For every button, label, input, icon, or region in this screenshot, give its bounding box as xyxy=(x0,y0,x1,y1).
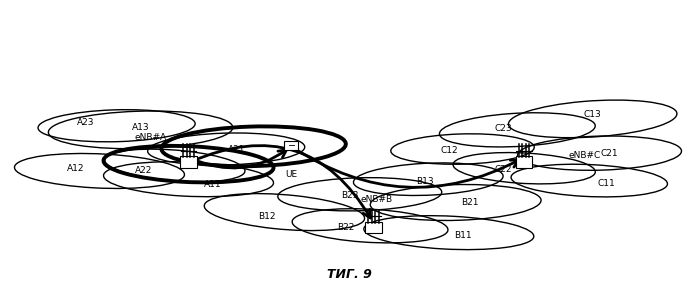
Text: A22: A22 xyxy=(136,166,152,176)
Text: eNB#A: eNB#A xyxy=(135,133,167,142)
Text: C12: C12 xyxy=(440,146,458,155)
Text: UE: UE xyxy=(285,170,297,179)
Text: B11: B11 xyxy=(454,231,471,240)
Text: C13: C13 xyxy=(584,110,602,119)
Text: B13: B13 xyxy=(416,177,433,186)
FancyBboxPatch shape xyxy=(284,141,298,150)
Text: C21: C21 xyxy=(601,149,619,158)
Text: B23: B23 xyxy=(340,191,359,200)
Text: A21: A21 xyxy=(228,144,245,154)
Text: ΤИГ. 9: ΤИГ. 9 xyxy=(327,268,372,281)
FancyBboxPatch shape xyxy=(366,222,382,233)
FancyBboxPatch shape xyxy=(180,156,196,168)
Text: A13: A13 xyxy=(131,123,150,132)
Text: C23: C23 xyxy=(495,124,512,133)
Text: A11: A11 xyxy=(203,180,222,189)
Text: eNB#B: eNB#B xyxy=(361,195,393,204)
Text: C22: C22 xyxy=(495,165,512,174)
Text: C11: C11 xyxy=(598,179,615,188)
Text: eNB#C: eNB#C xyxy=(569,152,601,160)
Text: A23: A23 xyxy=(77,119,94,128)
FancyBboxPatch shape xyxy=(516,156,533,168)
Text: A12: A12 xyxy=(66,164,85,173)
Text: B21: B21 xyxy=(461,198,478,207)
Text: B12: B12 xyxy=(259,212,276,221)
Text: B22: B22 xyxy=(338,223,355,232)
